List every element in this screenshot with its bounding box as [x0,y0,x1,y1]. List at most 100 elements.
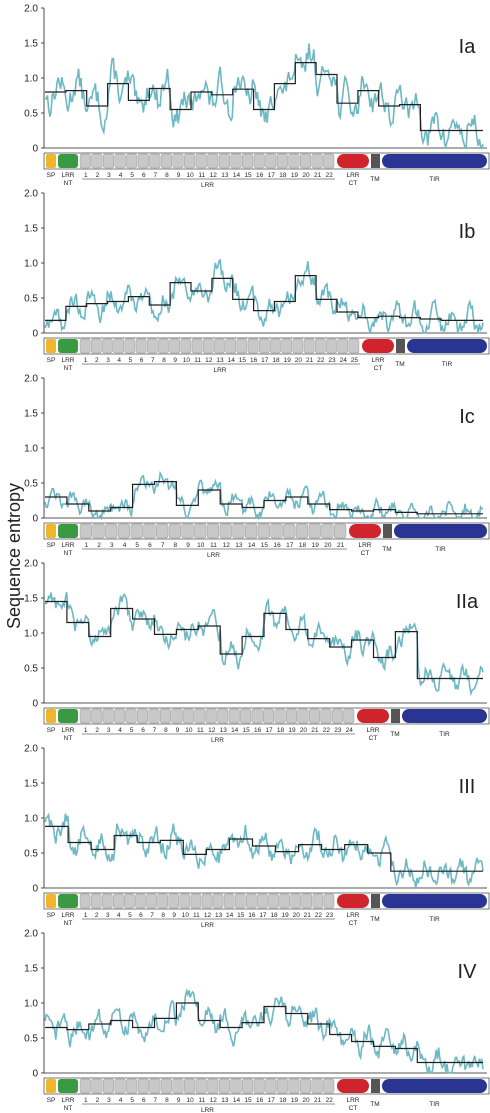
tir-label: TIR [429,176,440,183]
lrr-number: 7 [150,912,154,919]
lrr-repeat [184,1078,196,1094]
lrr-number: 13 [220,727,228,734]
lrr-number: 9 [177,172,181,179]
lrr-number: 3 [107,172,111,179]
sp-label: SP [47,727,56,734]
lrr-number: 9 [173,357,177,364]
lrr-repeat [105,523,118,539]
lrr-repeat [158,338,169,354]
lrr-number: 2 [96,172,100,179]
y-tick-label: 0.5 [24,1034,38,1045]
tir-label: TIR [429,916,440,923]
lrr-repeat [124,338,136,354]
lrr-number: 7 [161,542,165,549]
ct-domain [337,1079,369,1093]
panel-title: Ic [459,406,475,428]
lrr-number: 12 [208,727,216,734]
lrr-repeat [279,893,290,909]
lrr-number: 6 [139,912,143,919]
lrr-number: 2 [95,727,99,734]
lrr-number: 7 [154,1097,158,1104]
y-tick-label: 2.0 [24,744,38,755]
y-tick-label: 0.5 [24,664,38,675]
lrr-repeat [130,523,143,539]
lrr-repeat [257,523,270,539]
sp-label: SP [47,1097,56,1104]
lrr-repeat [207,1078,219,1094]
lrr-label: LRR [207,552,220,559]
ct-domain [337,894,369,908]
lrr-number: 3 [106,912,110,919]
lrr-repeat [236,338,248,354]
lrr-label: LRR [201,182,214,189]
lrr-number: 5 [129,357,133,364]
lrr-repeat [182,708,194,724]
lrr-number: 20 [302,172,310,179]
lrr-repeat [101,893,113,909]
lrr-number: 3 [107,727,111,734]
nt-label-bottom: NT [64,1105,73,1112]
ct-label-top: LRR [358,542,371,549]
y-tick-label: 2.0 [24,189,38,200]
lrr-number: 22 [326,172,334,179]
lrr-number: 17 [268,172,276,179]
lrr-repeat [323,153,335,169]
lrr-number: 6 [140,357,144,364]
lrr-number: 10 [185,727,193,734]
lrr-number: 4 [119,1097,123,1104]
lrr-repeat [245,523,258,539]
lrr-number: 8 [165,172,169,179]
lrr-repeat [102,338,113,354]
lrr-repeat [172,1078,184,1094]
sp-label: SP [47,912,56,919]
lrr-label: LRR [211,737,224,744]
lrr-repeat [90,338,102,354]
lrr-number: 9 [172,912,176,919]
lrr-repeat [320,708,332,724]
lrr-number: 10 [186,1097,194,1104]
lrr-repeat [246,893,257,909]
lrr-repeat [301,893,313,909]
lrr-label: LRR [201,1107,214,1113]
tir-domain [382,894,487,908]
ct-label-top: LRR [371,357,384,364]
lrr-repeat [201,893,213,909]
lrr-number: 5 [130,172,134,179]
lrr-number: 1 [84,172,88,179]
lrr-repeat [146,893,157,909]
nt-domain [58,894,78,908]
lrr-number: 2 [95,912,99,919]
lrr-repeat [159,708,171,724]
lrr-repeat [156,523,169,539]
lrr-number: 7 [151,357,155,364]
lrr-repeat [343,708,355,724]
nt-label-bottom: NT [64,735,73,742]
lrr-repeat [219,523,232,539]
lrr-number: 14 [231,727,239,734]
lrr-repeat [274,708,286,724]
lrr-repeat [234,893,246,909]
lrr-repeat [168,523,181,539]
ct-domain [349,524,381,538]
tm-label: TM [370,916,379,923]
lrr-number: 15 [261,542,269,549]
y-axis-label: Sequence entropy [4,483,24,629]
lrr-repeat [79,523,92,539]
lrr-repeat [276,153,288,169]
lrr-number: 24 [340,357,348,364]
lrr-repeat [102,153,114,169]
tm-label: TM [382,546,391,553]
lrr-repeat [251,708,263,724]
ct-label-top: LRR [346,912,359,919]
lrr-repeat [169,338,181,354]
lrr-number: 23 [326,912,334,919]
tir-domain [382,154,487,168]
nt-label-bottom: NT [64,180,73,187]
lrr-number: 1 [84,727,88,734]
lrr-repeat [157,893,168,909]
lrr-repeat [242,1078,254,1094]
